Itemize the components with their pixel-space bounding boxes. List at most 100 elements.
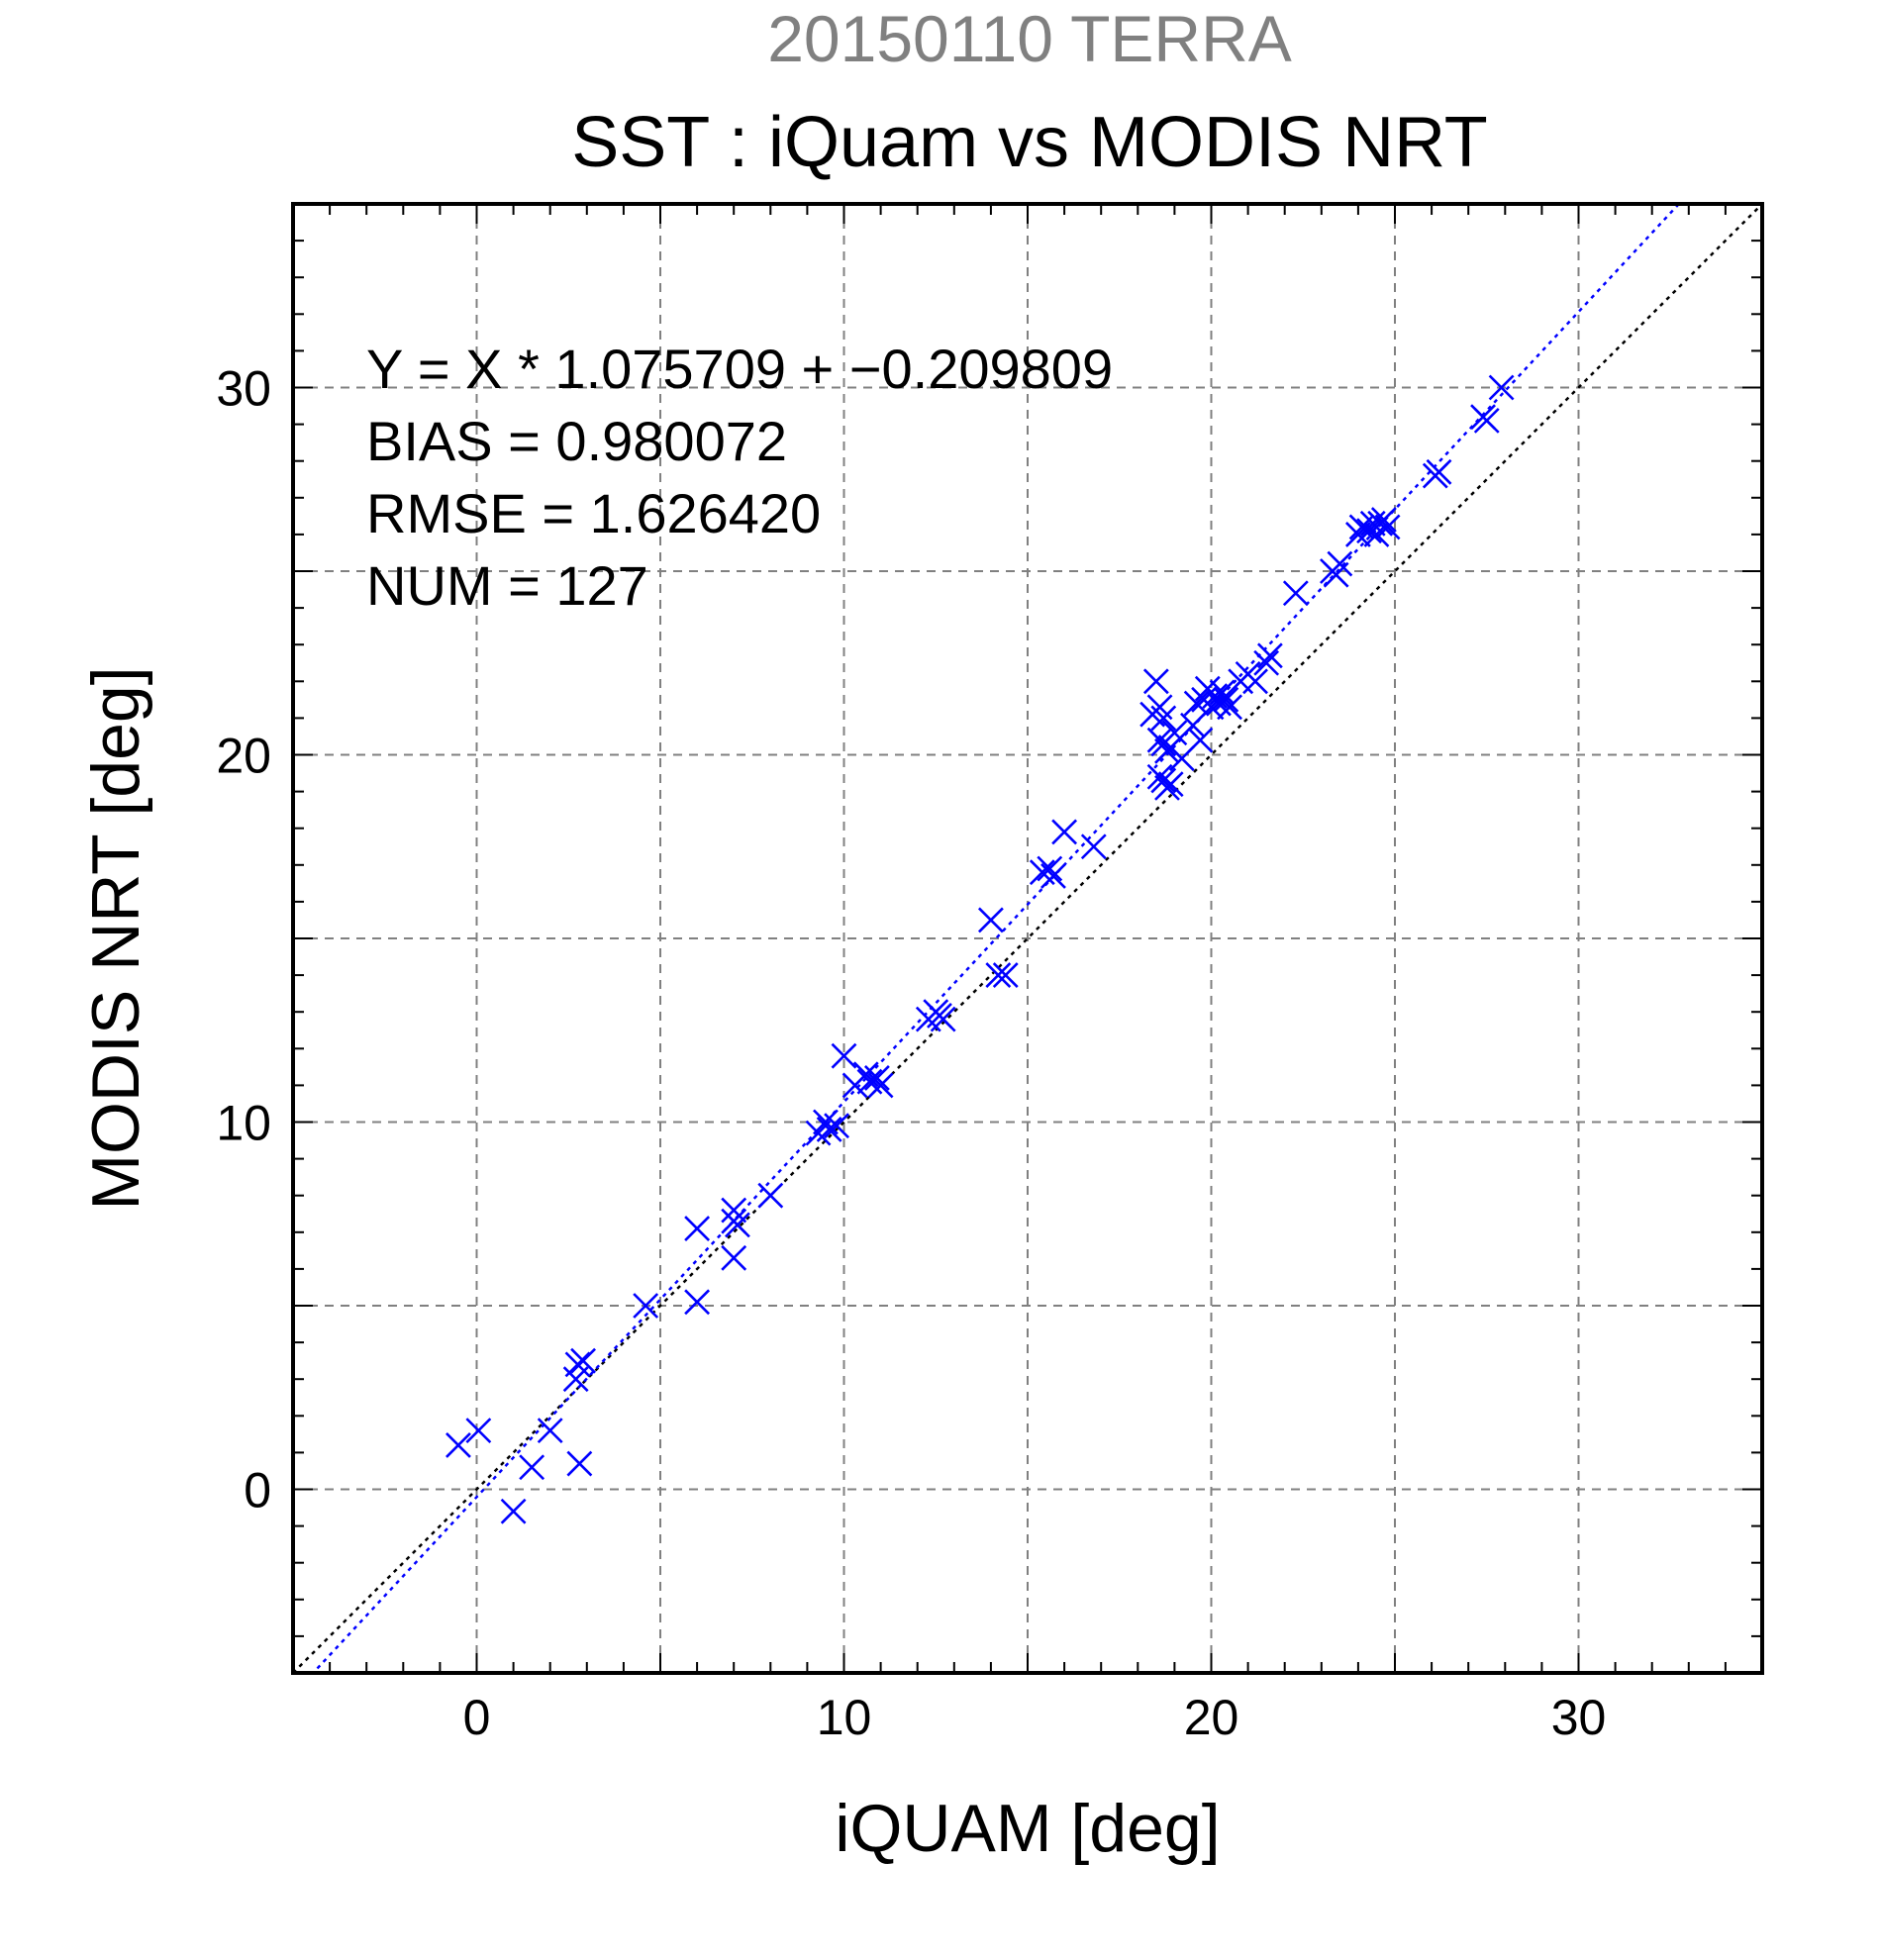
data-point bbox=[1370, 507, 1397, 533]
data-point bbox=[1150, 705, 1177, 732]
x-tick-label: 10 bbox=[817, 1690, 872, 1745]
data-point bbox=[1282, 580, 1309, 607]
x-axis-label: iQUAM [deg] bbox=[835, 1791, 1220, 1866]
data-point bbox=[863, 1065, 890, 1091]
x-tick-label: 30 bbox=[1551, 1690, 1607, 1745]
data-point-stroke bbox=[570, 1347, 597, 1374]
data-point-stroke bbox=[1157, 771, 1184, 798]
data-point bbox=[500, 1498, 527, 1524]
data-point bbox=[724, 1212, 750, 1238]
data-point bbox=[465, 1418, 492, 1444]
data-point-stroke bbox=[566, 1450, 593, 1477]
grid-lines bbox=[293, 204, 1762, 1673]
data-point bbox=[570, 1347, 597, 1374]
data-point-stroke bbox=[1161, 720, 1188, 746]
plot-frame bbox=[291, 202, 1764, 1675]
data-point bbox=[977, 907, 1004, 933]
data-point-stroke bbox=[1187, 727, 1214, 753]
data-point-stroke bbox=[1370, 507, 1397, 533]
y-tick-label: 10 bbox=[216, 1096, 271, 1151]
data-point bbox=[927, 1002, 952, 1029]
regression-line bbox=[311, 204, 1681, 1673]
data-point bbox=[992, 962, 1019, 989]
data-point-stroke bbox=[977, 907, 1004, 933]
data-point-stroke bbox=[684, 1216, 711, 1242]
data-point bbox=[1040, 863, 1066, 889]
data-point-stroke bbox=[465, 1418, 492, 1444]
data-point bbox=[537, 1418, 563, 1444]
identity-line bbox=[293, 204, 1762, 1673]
data-point-stroke bbox=[1374, 514, 1401, 540]
data-point-stroke bbox=[1253, 649, 1280, 676]
data-point-stroke bbox=[721, 1244, 747, 1271]
data-point bbox=[1253, 649, 1280, 676]
data-point bbox=[684, 1216, 711, 1242]
data-point-stroke bbox=[813, 1109, 839, 1135]
data-point-stroke bbox=[519, 1454, 545, 1481]
data-point bbox=[721, 1197, 747, 1224]
data-point bbox=[1150, 767, 1177, 794]
data-point-stroke bbox=[1150, 767, 1177, 794]
tick-labels: 0 10 20 30 0 10 20 30 bbox=[216, 361, 1606, 1746]
data-point-stroke bbox=[1146, 694, 1173, 721]
data-point bbox=[1080, 833, 1107, 860]
data-point bbox=[564, 1351, 591, 1378]
data-point bbox=[1157, 771, 1184, 798]
data-point bbox=[1037, 855, 1063, 882]
data-point-stroke bbox=[757, 1182, 784, 1209]
num-stat: NUM = 127 bbox=[366, 554, 648, 617]
data-point-stroke bbox=[1282, 580, 1309, 607]
data-point-stroke bbox=[1356, 518, 1382, 544]
data-point-stroke bbox=[1327, 550, 1353, 577]
y-tick-label: 30 bbox=[216, 361, 271, 417]
data-point-stroke bbox=[1202, 683, 1229, 710]
data-point-stroke bbox=[867, 1072, 894, 1099]
x-tick-label: 20 bbox=[1184, 1690, 1239, 1745]
data-point-stroke bbox=[633, 1293, 659, 1319]
data-point bbox=[824, 1113, 849, 1139]
data-point-stroke bbox=[1256, 642, 1283, 669]
rmse-stat: RMSE = 1.626420 bbox=[366, 482, 821, 544]
data-point-stroke bbox=[1080, 833, 1107, 860]
data-point-stroke bbox=[856, 1068, 883, 1095]
data-point-stroke bbox=[1142, 668, 1169, 695]
regression-equation: Y = X * 1.075709 + −0.209809 bbox=[366, 338, 1113, 400]
data-point bbox=[1187, 727, 1214, 753]
data-point-stroke bbox=[1426, 458, 1452, 485]
data-point-stroke bbox=[564, 1351, 591, 1378]
data-point bbox=[1374, 514, 1401, 540]
data-point-stroke bbox=[1217, 694, 1242, 721]
data-point-stroke bbox=[992, 962, 1019, 989]
data-point-stroke bbox=[831, 1042, 857, 1069]
data-point-stroke bbox=[863, 1065, 890, 1091]
data-point bbox=[831, 1042, 857, 1069]
data-point-stroke bbox=[724, 1212, 750, 1238]
data-point bbox=[1213, 686, 1239, 713]
y-tick-label: 0 bbox=[244, 1463, 271, 1519]
data-point bbox=[867, 1072, 894, 1099]
bias-stat: BIAS = 0.980072 bbox=[366, 410, 787, 472]
data-point-stroke bbox=[1029, 859, 1055, 886]
data-point bbox=[633, 1293, 659, 1319]
data-point bbox=[1161, 720, 1188, 746]
chart-title: SST : iQuam vs MODIS NRT bbox=[571, 103, 1488, 182]
x-tick-label: 0 bbox=[463, 1690, 491, 1745]
data-point-stroke bbox=[852, 1061, 879, 1088]
data-point-stroke bbox=[1209, 679, 1236, 706]
data-point bbox=[985, 962, 1012, 989]
data-point-stroke bbox=[824, 1113, 849, 1139]
data-point-stroke bbox=[684, 1289, 711, 1316]
data-point-stroke bbox=[1040, 863, 1066, 889]
data-point-stroke bbox=[985, 962, 1012, 989]
data-point-stroke bbox=[1150, 705, 1177, 732]
data-point-stroke bbox=[500, 1498, 527, 1524]
data-point bbox=[684, 1289, 711, 1316]
data-point bbox=[1242, 668, 1268, 695]
data-point-stroke bbox=[1473, 407, 1500, 434]
data-points bbox=[446, 374, 1515, 1524]
data-point-stroke bbox=[1183, 690, 1210, 717]
data-point bbox=[519, 1454, 545, 1481]
data-point-stroke bbox=[1488, 374, 1515, 401]
data-point-stroke bbox=[1213, 686, 1239, 713]
